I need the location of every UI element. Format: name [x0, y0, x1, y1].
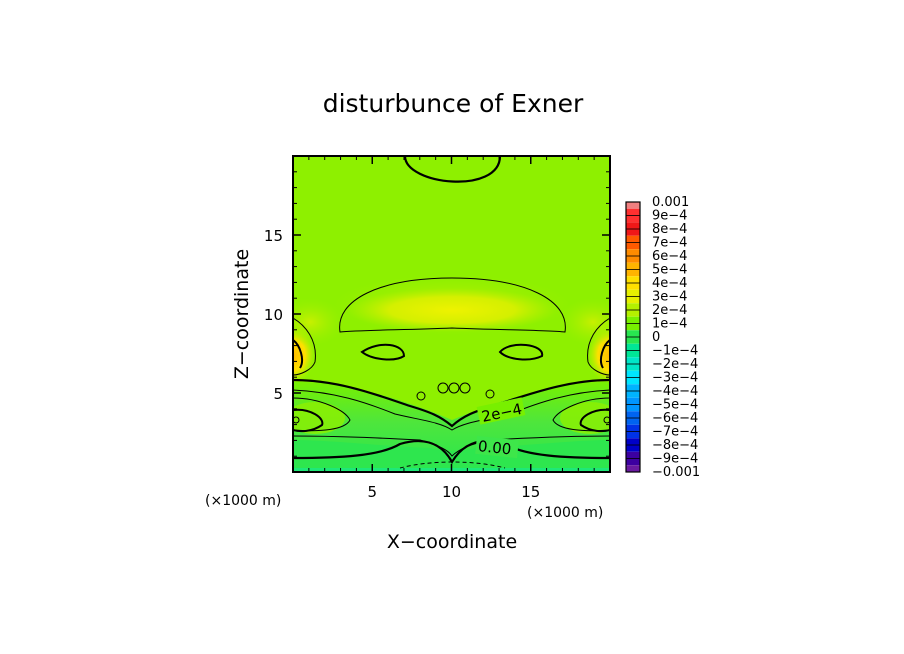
small-circle-contour-1 [437, 382, 449, 394]
colorbar-label: −1e−4 [652, 344, 698, 359]
axes: 5 10 15 5 10 15 [264, 156, 610, 501]
colorbar-swatch [626, 202, 640, 209]
plot-area: 2e−4 0.00 [293, 156, 610, 472]
colorbar-label: −4e−4 [652, 384, 698, 399]
colorbar: 0.0019e−48e−47e−46e−45e−44e−43e−42e−41e−… [625, 195, 700, 480]
small-circle-contour-2 [448, 382, 460, 394]
left-inner-contour [293, 339, 303, 369]
y-tick-label: 15 [264, 227, 283, 245]
right-side-contour [587, 317, 610, 376]
upper-band-contour [339, 277, 566, 333]
colorbar-label: 9e−4 [652, 209, 687, 224]
chart-title: disturbunce of Exner [323, 89, 584, 118]
level-1e-4-lower-contour [293, 435, 610, 457]
colorbar-label: −8e−4 [652, 438, 698, 453]
right-lobe-contour [552, 397, 610, 432]
x-tick-label: 5 [367, 483, 377, 501]
colorbar-label: −0.001 [652, 465, 700, 480]
right-inner-contour [600, 339, 610, 369]
colorbar-label: 4e−4 [652, 276, 687, 291]
contour-lines [293, 156, 610, 469]
colorbar-label: −9e−4 [652, 452, 698, 467]
colorbar-label: 6e−4 [652, 249, 687, 264]
colorbar-label: 3e−4 [652, 290, 687, 305]
x-tick-label: 15 [521, 483, 540, 501]
upper-band-core [347, 288, 557, 332]
colorbar-label: 0 [652, 330, 660, 345]
x-axis-unit: (×1000 m) [527, 505, 603, 521]
left-eye-contour [360, 343, 406, 361]
colorbar-swatch [626, 465, 640, 472]
right-side-halo [559, 298, 610, 346]
x-tick-label: 10 [442, 483, 461, 501]
right-lobe-inner-contour [579, 408, 610, 433]
left-side-contour [293, 317, 316, 376]
left-lobe-contour [293, 397, 351, 432]
level-1e-4-upper-contour [293, 389, 610, 431]
left-lobe-inner-contour [293, 408, 324, 433]
colorbar-label: 2e−4 [652, 303, 687, 318]
small-circle-contour-6 [293, 416, 300, 424]
colorbar-label: 0.001 [652, 195, 689, 210]
small-circle-contour-4 [416, 391, 426, 401]
colorbar-label: 8e−4 [652, 222, 687, 237]
small-circle-contour-3 [459, 382, 471, 394]
level-2e-4-contour [293, 378, 610, 428]
colorbar-label: −2e−4 [652, 357, 698, 372]
small-circle-contour-7 [603, 416, 610, 424]
contour-label-0: 0.00 [477, 437, 512, 458]
colorbar-label: 1e−4 [652, 317, 687, 332]
y-axis-title: Z−coordinate [231, 249, 253, 379]
colorbar-label: −6e−4 [652, 411, 698, 426]
contour-label-bg-2 [475, 435, 519, 459]
contour-label-bg-1 [476, 397, 526, 425]
right-eye-contour [498, 343, 544, 361]
colorbar-label: 5e−4 [652, 263, 687, 278]
x-axis-title: X−coordinate [387, 531, 517, 553]
left-side-halo [293, 298, 344, 346]
small-circle-contour-5 [485, 389, 495, 399]
negative-dashed-contour [399, 461, 506, 469]
y-tick-label: 10 [264, 306, 283, 324]
colorbar-label: −3e−4 [652, 371, 698, 386]
colorbar-label: −7e−4 [652, 425, 698, 440]
colorbar-label: 7e−4 [652, 236, 687, 251]
y-axis-unit: (×1000 m) [205, 493, 281, 509]
colorbar-label: −5e−4 [652, 398, 698, 413]
y-tick-label: 5 [273, 385, 283, 403]
top-dome-contour [403, 156, 502, 183]
